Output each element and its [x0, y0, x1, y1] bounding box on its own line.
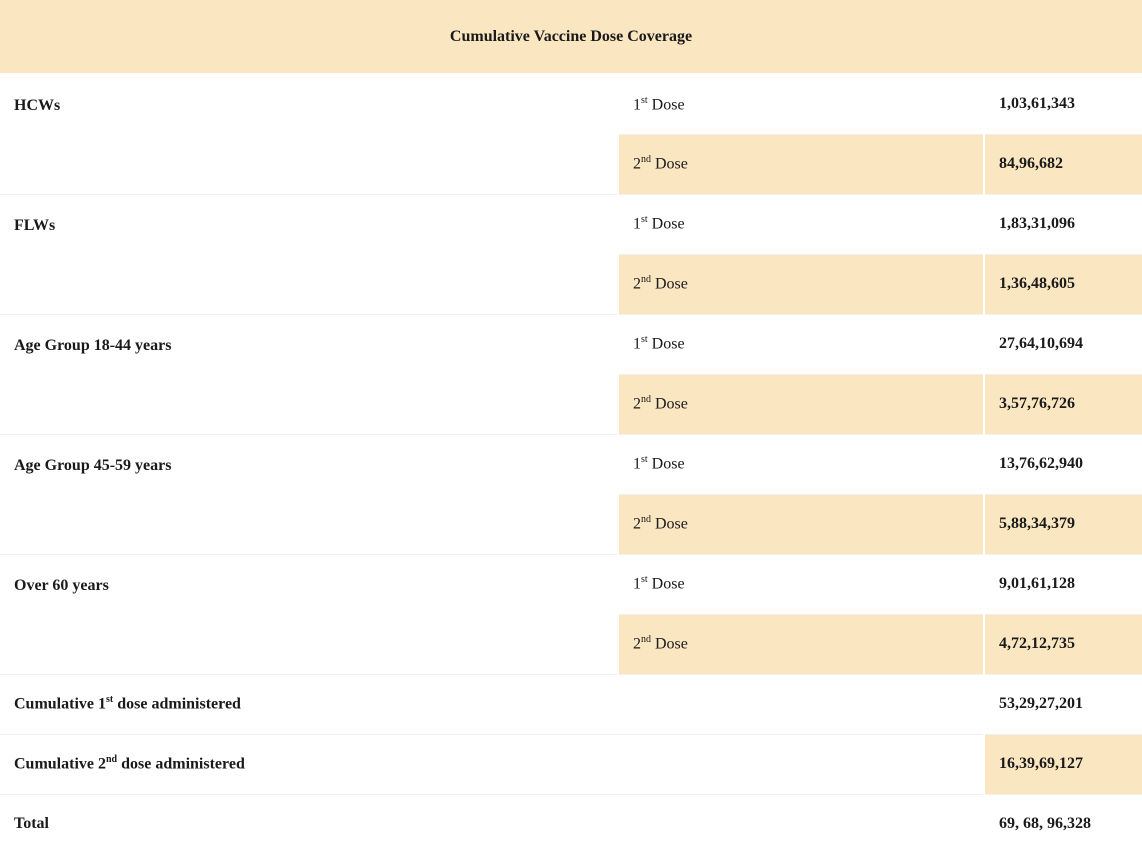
table-row: Age Group 18-44 years1st Dose27,64,10,69… — [0, 314, 1142, 374]
dose-label-cell: 1st Dose — [618, 74, 984, 134]
dose-ordinal: 1 — [633, 96, 641, 113]
dose-label-cell: 2nd Dose — [618, 254, 984, 314]
dose-ordinal-suffix: st — [641, 454, 648, 465]
dose-label-text: Dose — [651, 396, 688, 413]
dose-ordinal-suffix: nd — [641, 154, 651, 165]
dose-value-cell: 1,83,31,096 — [984, 194, 1142, 254]
dose-value-cell: 27,64,10,694 — [984, 314, 1142, 374]
table-row: HCWs1st Dose1,03,61,343 — [0, 74, 1142, 134]
summary-value-cell: 53,29,27,201 — [984, 674, 1142, 734]
dose-ordinal-suffix: nd — [641, 634, 651, 645]
dose-ordinal-suffix: st — [641, 574, 648, 585]
dose-label-cell: 2nd Dose — [618, 134, 984, 194]
dose-label-cell: 2nd Dose — [618, 614, 984, 674]
category-cell: Age Group 45-59 years — [0, 434, 618, 554]
dose-label-text: Dose — [651, 276, 688, 293]
summary-rest: dose administered — [117, 756, 245, 773]
dose-ordinal: 1 — [633, 216, 641, 233]
dose-label-cell: 1st Dose — [618, 194, 984, 254]
dose-value-cell: 9,01,61,128 — [984, 554, 1142, 614]
dose-value-cell: 13,76,62,940 — [984, 434, 1142, 494]
dose-label-cell: 1st Dose — [618, 554, 984, 614]
dose-label-text: Dose — [648, 96, 685, 113]
table-row: Age Group 45-59 years1st Dose13,76,62,94… — [0, 434, 1142, 494]
dose-ordinal: 1 — [633, 336, 641, 353]
summary-suffix: nd — [106, 754, 117, 765]
dose-label-cell: 2nd Dose — [618, 374, 984, 434]
dose-ordinal-suffix: st — [641, 95, 648, 106]
summary-label-cell: Cumulative 2nd dose administered — [0, 734, 984, 794]
table-header-row: Cumulative Vaccine Dose Coverage — [0, 0, 1142, 74]
dose-ordinal: 1 — [633, 456, 641, 473]
dose-ordinal: 2 — [633, 276, 641, 293]
dose-label-text: Dose — [651, 636, 688, 653]
table-title: Cumulative Vaccine Dose Coverage — [0, 0, 1142, 74]
summary-label-cell: Cumulative 1st dose administered — [0, 674, 984, 734]
dose-label-cell: 2nd Dose — [618, 494, 984, 554]
dose-label-text: Dose — [648, 336, 685, 353]
dose-value-cell: 3,57,76,726 — [984, 374, 1142, 434]
dose-value-cell: 1,03,61,343 — [984, 74, 1142, 134]
summary-value-cell: 16,39,69,127 — [984, 734, 1142, 794]
dose-label-text: Dose — [651, 156, 688, 173]
summary-prefix: Cumulative 2 — [14, 756, 106, 773]
summary-row: Cumulative 2nd dose administered16,39,69… — [0, 734, 1142, 794]
dose-ordinal: 2 — [633, 156, 641, 173]
summary-row: Cumulative 1st dose administered53,29,27… — [0, 674, 1142, 734]
dose-value-cell: 5,88,34,379 — [984, 494, 1142, 554]
summary-row: Total 69, 68, 96,328 — [0, 794, 1142, 854]
category-cell: FLWs — [0, 194, 618, 314]
dose-label-text: Dose — [648, 456, 685, 473]
category-cell: Over 60 years — [0, 554, 618, 674]
dose-value-cell: 1,36,48,605 — [984, 254, 1142, 314]
summary-value-cell: 69, 68, 96,328 — [984, 794, 1142, 854]
dose-label-text: Dose — [648, 576, 685, 593]
dose-ordinal: 2 — [633, 516, 641, 533]
dose-label-text: Dose — [648, 216, 685, 233]
vaccine-coverage-table: Cumulative Vaccine Dose Coverage HCWs1st… — [0, 0, 1142, 854]
summary-label-cell: Total — [0, 794, 984, 854]
dose-label-cell: 1st Dose — [618, 434, 984, 494]
dose-value-cell: 84,96,682 — [984, 134, 1142, 194]
dose-ordinal: 2 — [633, 636, 641, 653]
summary-prefix: Cumulative 1 — [14, 696, 106, 713]
dose-ordinal: 2 — [633, 396, 641, 413]
dose-label-cell: 1st Dose — [618, 314, 984, 374]
table-row: FLWs1st Dose1,83,31,096 — [0, 194, 1142, 254]
summary-prefix: Total — [14, 815, 49, 832]
category-cell: Age Group 18-44 years — [0, 314, 618, 434]
summary-rest: dose administered — [113, 696, 241, 713]
category-cell: HCWs — [0, 74, 618, 194]
dose-label-text: Dose — [651, 516, 688, 533]
dose-value-cell: 4,72,12,735 — [984, 614, 1142, 674]
dose-ordinal: 1 — [633, 576, 641, 593]
dose-ordinal-suffix: nd — [641, 394, 651, 405]
dose-ordinal-suffix: nd — [641, 514, 651, 525]
dose-ordinal-suffix: nd — [641, 274, 651, 285]
dose-ordinal-suffix: st — [641, 214, 648, 225]
dose-ordinal-suffix: st — [641, 334, 648, 345]
table-row: Over 60 years1st Dose9,01,61,128 — [0, 554, 1142, 614]
